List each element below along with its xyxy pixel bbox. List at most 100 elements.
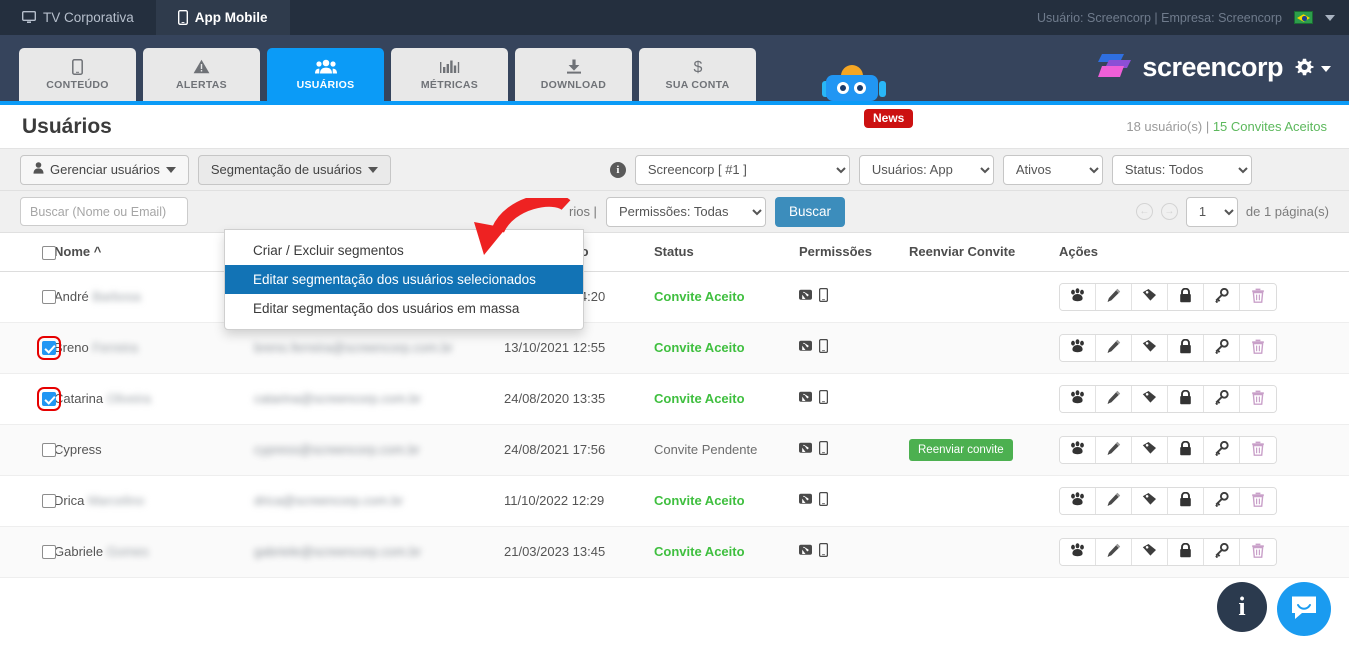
action-trash-button[interactable] [1240, 283, 1276, 310]
brand-name: screencorp [1142, 51, 1283, 82]
action-pencil-button[interactable] [1096, 334, 1132, 361]
menu-item-criar-excluir-segmentos[interactable]: Criar / Excluir segmentos [253, 243, 404, 258]
action-pencil-button[interactable] [1096, 283, 1132, 310]
user-first-name: Cypress [54, 442, 102, 458]
top-tab-tv-corporativa[interactable]: TV Corporativa [0, 0, 156, 35]
action-tag-button[interactable] [1132, 334, 1168, 361]
row-checkbox[interactable] [42, 290, 56, 305]
nav-item-sua-conta[interactable]: $ SUA CONTA [639, 48, 756, 101]
action-trash-button[interactable] [1240, 538, 1276, 565]
cell-acoes [1053, 271, 1349, 323]
resend-invite-button[interactable]: Reenviar convite [909, 438, 1013, 461]
settings-menu[interactable] [1295, 58, 1331, 80]
action-key-button[interactable] [1204, 436, 1240, 463]
th-nome[interactable]: Nome ^ [48, 233, 248, 272]
action-trash-button[interactable] [1240, 334, 1276, 361]
gear-icon[interactable] [1295, 58, 1314, 80]
arrow-right-circle-icon[interactable]: → [1160, 203, 1178, 220]
brazil-flag-icon[interactable] [1294, 11, 1313, 24]
nav-item-download[interactable]: DOWNLOAD [515, 48, 632, 101]
chevron-down-icon [367, 166, 378, 173]
action-tag-button[interactable] [1132, 283, 1168, 310]
action-trash-button[interactable] [1240, 487, 1276, 514]
table-row: André Barbosa andre@screencorp.com.br 12… [0, 271, 1349, 323]
cell-email: drica@screencorp.com.br [248, 475, 498, 527]
action-pencil-button[interactable] [1096, 385, 1132, 412]
row-select-cell [0, 271, 56, 323]
row-checkbox[interactable] [37, 387, 61, 412]
chevron-down-icon[interactable] [1325, 14, 1335, 21]
active-filter-select[interactable]: Ativos [1002, 154, 1103, 185]
menu-item-editar-segmentacao-selecionados[interactable]: Editar segmentação dos usuários selecion… [225, 265, 583, 294]
row-checkbox[interactable] [37, 336, 61, 361]
action-lock-button[interactable] [1168, 334, 1204, 361]
monitor-icon [22, 11, 36, 24]
arrow-left-circle-icon[interactable]: ← [1135, 203, 1153, 220]
user-type-select[interactable]: Usuários: App [858, 154, 994, 185]
action-paw-button[interactable] [1060, 538, 1096, 565]
menu-item-editar-segmentacao-massa[interactable]: Editar segmentação dos usuários em massa [253, 301, 520, 316]
action-pencil-button[interactable] [1096, 487, 1132, 514]
row-checkbox[interactable] [42, 494, 56, 509]
nav-item-alertas[interactable]: ALERTAS [143, 48, 260, 101]
action-key-button[interactable] [1204, 538, 1240, 565]
status-filter-select[interactable]: Status: Todos [1111, 154, 1252, 185]
action-lock-button[interactable] [1168, 436, 1204, 463]
top-tab-app-mobile[interactable]: App Mobile [155, 0, 290, 35]
chevron-down-icon[interactable] [1321, 66, 1331, 72]
nav-item-label: USUÁRIOS [296, 79, 355, 91]
cell-permissoes [793, 373, 903, 425]
action-lock-button[interactable] [1168, 385, 1204, 412]
action-key-button[interactable] [1204, 487, 1240, 514]
action-pencil-button[interactable] [1096, 538, 1132, 565]
trash-icon [1251, 492, 1265, 510]
info-icon[interactable]: i [609, 161, 626, 178]
action-tag-button[interactable] [1132, 487, 1168, 514]
news-badge[interactable]: News [864, 109, 914, 128]
permissions-select[interactable]: Permissões: Todas [605, 196, 766, 227]
mobile-icon [818, 288, 829, 305]
search-input[interactable] [20, 197, 188, 226]
trash-icon [1251, 390, 1265, 408]
action-key-button[interactable] [1204, 283, 1240, 310]
nav-item-usuarios[interactable]: USUÁRIOS [267, 48, 384, 101]
action-tag-button[interactable] [1132, 436, 1168, 463]
action-paw-button[interactable] [1060, 334, 1096, 361]
row-checkbox[interactable] [42, 545, 56, 560]
row-actions-group [1059, 384, 1277, 413]
sort-asc-icon: ^ [93, 244, 102, 260]
action-tag-button[interactable] [1132, 385, 1168, 412]
segmentation-button[interactable]: Segmentação de usuários [197, 154, 391, 185]
row-checkbox[interactable] [42, 443, 56, 458]
action-paw-button[interactable] [1060, 283, 1096, 310]
nav-item-metricas[interactable]: MÉTRICAS [391, 48, 508, 101]
page-select[interactable]: 1 [1185, 196, 1238, 227]
action-pencil-button[interactable] [1096, 436, 1132, 463]
company-select[interactable]: Screencorp [ #1 ] [634, 154, 850, 185]
invites-accepted-link[interactable]: 15 Convites Aceitos [1212, 119, 1327, 134]
action-tag-button[interactable] [1132, 538, 1168, 565]
action-lock-button[interactable] [1168, 283, 1204, 310]
manage-users-button[interactable]: Gerenciar usuários [20, 154, 189, 185]
action-paw-button[interactable] [1060, 385, 1096, 412]
action-key-button[interactable] [1204, 334, 1240, 361]
action-paw-button[interactable] [1060, 487, 1096, 514]
lock-icon [1179, 491, 1192, 510]
action-paw-button[interactable] [1060, 436, 1096, 463]
nav-item-conteudo[interactable]: CONTEÚDO [19, 48, 136, 101]
info-floating-button[interactable]: i [1217, 582, 1267, 632]
search-button[interactable]: Buscar [774, 196, 845, 227]
action-key-button[interactable] [1204, 385, 1240, 412]
select-all-checkbox[interactable] [42, 245, 56, 260]
pencil-icon [1106, 339, 1121, 357]
row-select-cell [0, 424, 56, 476]
chat-floating-button[interactable] [1277, 582, 1331, 636]
user-last-name: Oliveira [106, 391, 151, 407]
robot-mascot-icon[interactable] [822, 65, 886, 101]
action-lock-button[interactable] [1168, 487, 1204, 514]
row-select-cell [0, 475, 56, 527]
action-trash-button[interactable] [1240, 385, 1276, 412]
action-lock-button[interactable] [1168, 538, 1204, 565]
action-trash-button[interactable] [1240, 436, 1276, 463]
th-status[interactable]: Status [648, 233, 793, 272]
